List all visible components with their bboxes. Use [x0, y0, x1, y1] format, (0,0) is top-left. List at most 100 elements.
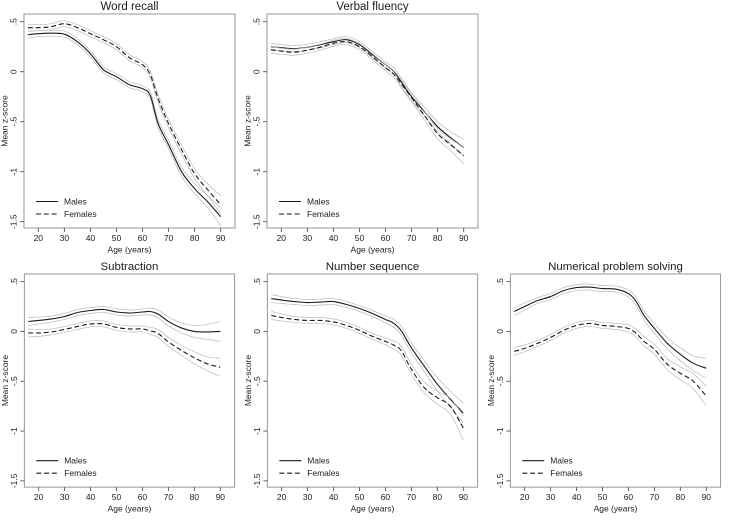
- x-tick-label: 80: [676, 492, 686, 502]
- panel-numerical-problem-solving: Numerical problem solving .5 0 -.5 -1 -1.5 20 3…: [486, 260, 729, 519]
- females-confidence-band: [270, 38, 464, 148]
- y-tick-label: .5: [9, 18, 19, 25]
- x-tick-label: 80: [433, 233, 443, 243]
- x-tick-label: 40: [572, 492, 582, 502]
- x-tick-label: 60: [138, 492, 148, 502]
- females-confidence-band: [514, 320, 707, 387]
- x-tick-label: 40: [86, 492, 96, 502]
- legend-females-label: Females: [550, 468, 582, 478]
- x-tick-label: 60: [381, 233, 391, 243]
- x-tick-label: 70: [407, 233, 417, 243]
- females-confidence-band: [27, 20, 221, 196]
- x-tick-label: 90: [216, 492, 226, 502]
- x-tick-label: 50: [355, 233, 365, 243]
- legend: Males Females: [36, 456, 97, 478]
- y-tick-label: .5: [252, 278, 262, 285]
- panel-verbal-fluency: Verbal fluency .5 0 -.5 -1 -1.5 20 30 40 50 60 70 80…: [243, 0, 486, 260]
- x-tick-label: 50: [112, 492, 122, 502]
- plot-area: [514, 283, 707, 407]
- legend-males-label: Males: [64, 456, 87, 466]
- x-tick-label: 40: [329, 492, 339, 502]
- plot-box: [266, 273, 479, 488]
- x-axis-label: Age (years): [351, 504, 395, 514]
- x-tick-label: 90: [702, 492, 712, 502]
- y-tick-label: -1.5: [252, 214, 262, 229]
- x-tick-label: 30: [60, 233, 70, 243]
- legend-males-label: Males: [307, 197, 330, 207]
- chart-title: Word recall: [101, 1, 159, 13]
- x-tick-label: 20: [520, 492, 530, 502]
- x-axis-label: Age (years): [594, 504, 638, 514]
- y-axis-label: Mean z-score: [243, 95, 253, 147]
- y-tick-label: -1.5: [9, 473, 19, 488]
- y-axis-label: Mean z-score: [0, 95, 10, 147]
- x-tick-label: 30: [546, 492, 556, 502]
- females-confidence-band: [514, 326, 707, 407]
- legend-males-label: Males: [64, 197, 87, 207]
- x-tick-label: 50: [112, 233, 122, 243]
- legend: Males Females: [279, 197, 340, 219]
- females-confidence-band: [28, 320, 221, 359]
- chart-title: Number sequence: [326, 261, 419, 273]
- y-tick-label: -.5: [9, 116, 19, 126]
- x-tick-label: 80: [190, 233, 200, 243]
- females-confidence-band: [270, 44, 464, 164]
- males-confidence-band: [271, 294, 464, 404]
- x-tick-label: 20: [277, 233, 287, 243]
- y-tick-label: 0: [495, 329, 505, 334]
- females-confidence-band: [27, 26, 221, 214]
- y-axis-label: Mean z-score: [486, 355, 496, 407]
- x-tick-label: 90: [459, 233, 469, 243]
- males-confidence-band: [27, 29, 221, 208]
- x-tick-label: 80: [190, 492, 200, 502]
- panel-background: [0, 0, 243, 260]
- males-line: [514, 286, 707, 369]
- chart-title: Subtraction: [101, 261, 159, 273]
- plot-box: [266, 13, 479, 229]
- legend-males-label: Males: [550, 456, 573, 466]
- chart-title: Verbal fluency: [336, 1, 408, 13]
- x-tick-label: 70: [407, 492, 417, 502]
- x-tick-label: 70: [650, 492, 660, 502]
- males-confidence-band: [514, 283, 707, 359]
- males-confidence-band: [27, 35, 221, 226]
- y-tick-label: -1.5: [252, 473, 262, 488]
- plot-box: [509, 273, 722, 488]
- y-tick-label: 0: [9, 329, 19, 334]
- chart-svg: Word recall .5 0 -.5 -1 -1.5 20 30 40 50 60 70 80 90 M…: [0, 0, 243, 260]
- legend-females-label: Females: [307, 468, 339, 478]
- legend-females-label: Females: [307, 209, 340, 219]
- females-line: [270, 41, 465, 157]
- panel-word-recall: Word recall .5 0 -.5 -1 -1.5 20 30 40 50 60 70 80 90 M…: [0, 0, 243, 260]
- y-tick-label: -.5: [9, 376, 19, 386]
- y-tick-label: -1: [252, 427, 262, 435]
- y-tick-label: .5: [495, 278, 505, 285]
- y-tick-label: -1: [9, 168, 19, 176]
- females-confidence-band: [271, 311, 464, 417]
- x-tick-label: 90: [459, 492, 469, 502]
- x-tick-label: 70: [164, 492, 174, 502]
- females-confidence-band: [271, 319, 464, 441]
- x-tick-label: 40: [329, 233, 339, 243]
- legend: Males Females: [279, 456, 340, 478]
- panel-background: [486, 260, 729, 519]
- x-tick-label: 50: [598, 492, 608, 502]
- females-confidence-band: [28, 326, 221, 377]
- males-confidence-band: [28, 306, 221, 326]
- panel-subtraction: Subtraction .5 0 -.5 -1 -1.5 20 30 40 50 60 70 80 90 M…: [0, 260, 243, 519]
- empty-cell: [486, 0, 729, 260]
- y-tick-label: .5: [9, 278, 19, 285]
- y-tick-label: .5: [252, 18, 262, 25]
- legend-females-label: Females: [64, 468, 96, 478]
- chart-svg: Verbal fluency .5 0 -.5 -1 -1.5 20 30 40 50 60 70 80…: [243, 0, 486, 260]
- y-tick-label: -1: [495, 427, 505, 435]
- males-line: [271, 298, 464, 414]
- females-line: [28, 323, 221, 368]
- plot-area: [271, 294, 464, 441]
- males-confidence-band: [514, 289, 707, 379]
- legend-females-label: Females: [64, 209, 97, 219]
- y-tick-label: -1: [9, 427, 19, 435]
- x-axis-label: Age (years): [108, 245, 152, 255]
- males-confidence-band: [28, 312, 221, 342]
